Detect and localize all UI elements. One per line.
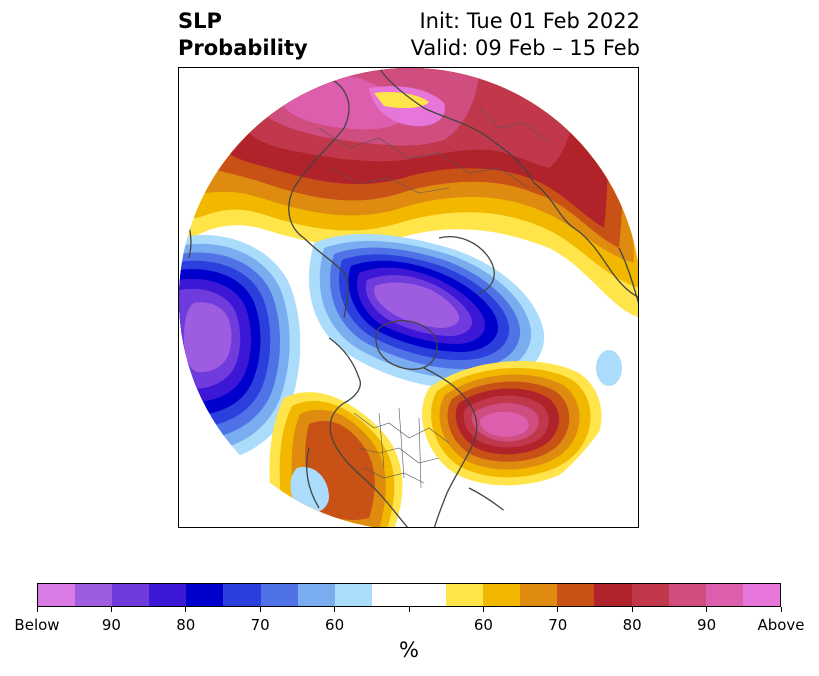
colorbar-tick-label: 60: [325, 616, 345, 634]
colorbar-segment: [112, 584, 150, 606]
colorbar-segment: [557, 584, 595, 606]
anomaly-below-europe: [179, 235, 301, 463]
colorbar-unit: %: [399, 638, 419, 662]
colorbar-segment: [520, 584, 558, 606]
title-variable: SLP: [178, 9, 222, 33]
colorbar-tick: [259, 607, 261, 612]
anomaly-above-north-america: [269, 392, 403, 527]
anomaly-below-arctic: [308, 233, 545, 389]
colorbar-tick-label: 70: [548, 616, 568, 634]
colorbar-tick: [780, 607, 782, 612]
colorbar-tick: [482, 607, 484, 612]
map-dates: Init: Tue 01 Feb 2022 Valid: 09 Feb – 15…: [411, 8, 640, 62]
colorbar-segment: [371, 584, 409, 606]
colorbar-tick: [631, 607, 633, 612]
colorbar-segment: [38, 584, 76, 606]
colorbar-segment: [149, 584, 187, 606]
colorbar-segment: [75, 584, 113, 606]
colorbar-tick-label: 90: [697, 616, 717, 634]
colorbar-segment: [631, 584, 669, 606]
colorbar-segment: [668, 584, 706, 606]
probability-map: [179, 68, 638, 527]
anomaly-below-pacific-patch: [290, 467, 329, 514]
borders: [318, 107, 550, 489]
colorbar-segment: [408, 584, 447, 606]
colorbar-segment: [483, 584, 521, 606]
anomaly-below-atlantic-patch: [596, 350, 622, 386]
colorbar-tick: [334, 607, 336, 612]
colorbar-segment: [705, 584, 743, 606]
colorbar-segment: [446, 584, 484, 606]
colorbar-segment: [594, 584, 632, 606]
anomaly-above-siberia: [179, 68, 638, 318]
colorbar-tick: [408, 607, 410, 612]
map-title: SLP Probability: [178, 8, 308, 62]
colorbar-segment: [260, 584, 298, 606]
colorbar-tick: [110, 607, 112, 612]
colorbar: [37, 583, 781, 607]
colorbar-tick: [185, 607, 187, 612]
colorbar-segment: [334, 584, 372, 606]
colorbar-tick: [557, 607, 559, 612]
title-field: Probability: [178, 36, 308, 60]
colorbar-tick: [36, 607, 38, 612]
colorbar-segment: [742, 584, 780, 606]
colorbar-tick-label: 80: [622, 616, 642, 634]
colorbar-tick-label: 70: [250, 616, 270, 634]
valid-date: Valid: 09 Feb – 15 Feb: [410, 36, 640, 60]
colorbar-segment: [186, 584, 224, 606]
init-date: Init: Tue 01 Feb 2022: [419, 9, 640, 33]
colorbar-tick: [706, 607, 708, 612]
colorbar-tick-label: 80: [176, 616, 196, 634]
colorbar-tick-label: Below: [14, 616, 60, 634]
colorbar-segment: [297, 584, 335, 606]
anomaly-above-north-pacific: [422, 361, 602, 486]
colorbar-segment: [223, 584, 261, 606]
colorbar-tick-label: 90: [101, 616, 121, 634]
colorbar-tick-label: Above: [757, 616, 805, 634]
colorbar-tick-label: 60: [473, 616, 493, 634]
map-panel: [178, 67, 639, 528]
